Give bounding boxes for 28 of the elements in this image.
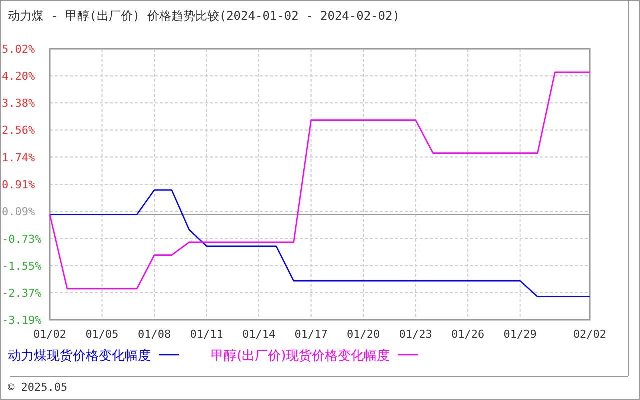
x-tick-label: 01/08	[138, 328, 172, 341]
x-tick-label: 01/02	[33, 328, 67, 341]
y-tick-label: 0.09%	[2, 206, 36, 219]
legend-label: 甲醇(出厂价)现货价格变化幅度	[211, 348, 390, 364]
y-tick-label: 3.38%	[2, 97, 36, 110]
y-tick-label: 5.02%	[2, 43, 36, 56]
x-tick-label: 01/29	[504, 328, 537, 341]
line-series	[49, 190, 591, 298]
x-tick-label: 01/20	[346, 328, 380, 341]
legend-label: 动力煤现货价格变化幅度	[8, 348, 151, 364]
y-tick-label: -2.37%	[2, 286, 42, 300]
x-tick-label: 01/26	[452, 328, 485, 341]
x-tick-label: 01/14	[242, 328, 276, 341]
y-tick-label: 0.91%	[2, 178, 36, 192]
y-tick-label: 4.20%	[2, 70, 36, 84]
y-tick-label: -3.19%	[2, 314, 42, 327]
line-series	[49, 72, 591, 290]
y-tick-label: 2.56%	[2, 124, 36, 138]
text: © 2025.05	[8, 381, 68, 394]
y-tick-label: -1.55%	[2, 260, 42, 273]
x-tick-label: 01/11	[190, 328, 224, 341]
x-tick-label: 01/23	[399, 328, 432, 341]
y-tick-label: 1.74%	[2, 151, 36, 164]
x-tick-label: 01/05	[86, 328, 119, 341]
x-tick-label: 02/02	[573, 328, 607, 341]
y-tick-label: -0.73%	[2, 232, 42, 246]
title: 动力煤 - 甲醇(出厂价) 价格趋势比较(2024-01-02 - 2024-02-02)	[8, 9, 400, 23]
x-tick-label: 01/17	[294, 328, 328, 341]
